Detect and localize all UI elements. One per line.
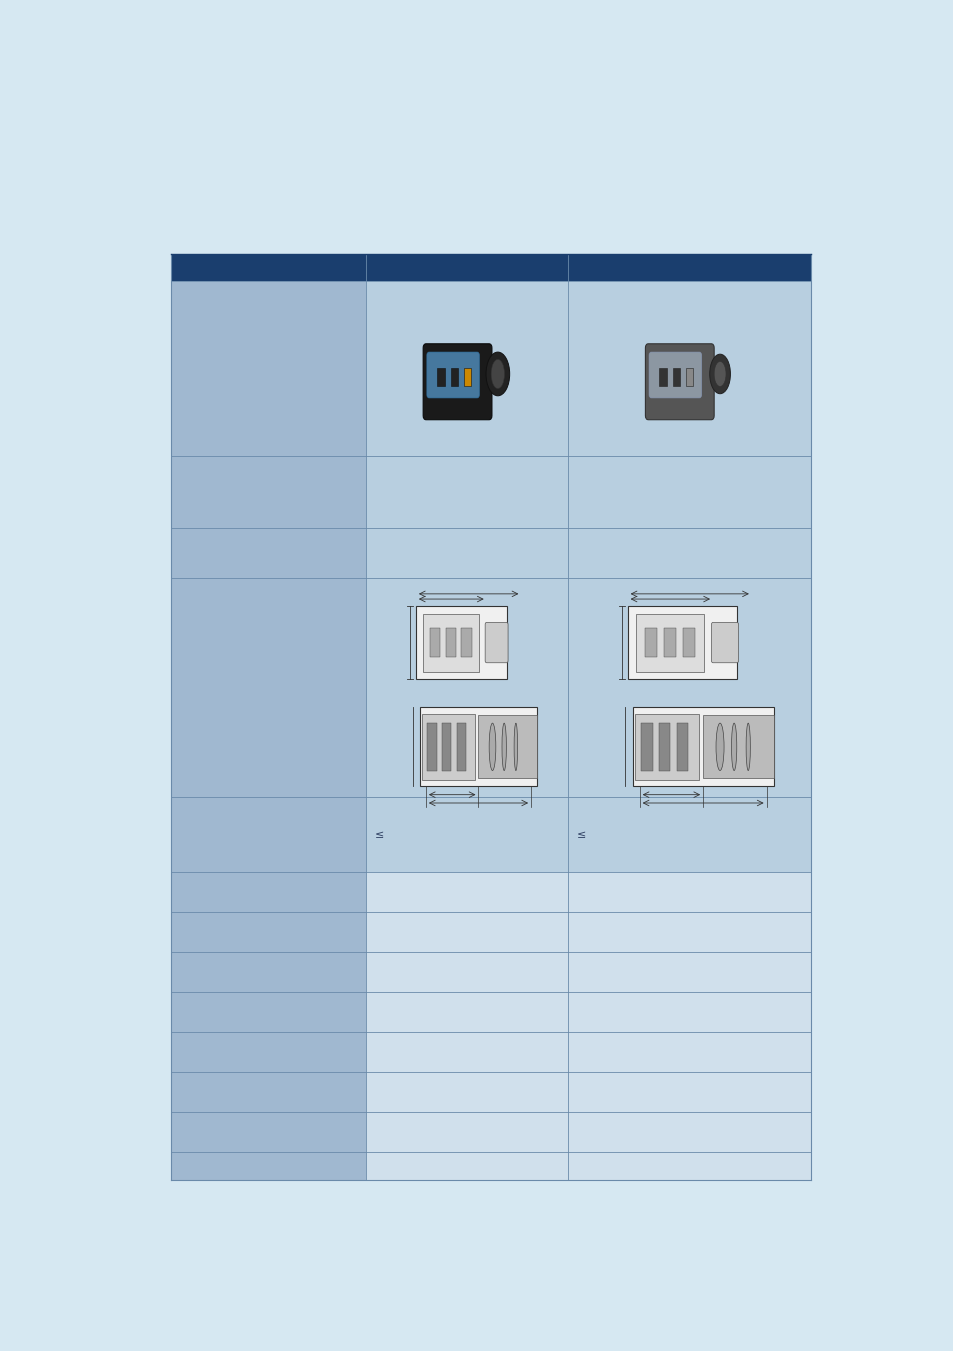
Bar <box>416 607 506 678</box>
Bar <box>366 281 567 457</box>
Bar <box>567 952 810 992</box>
Bar <box>567 1071 810 1112</box>
Ellipse shape <box>501 723 506 770</box>
Bar <box>441 723 451 770</box>
Ellipse shape <box>731 723 736 770</box>
Bar <box>366 457 567 528</box>
Bar <box>681 628 694 657</box>
FancyBboxPatch shape <box>423 343 492 420</box>
FancyBboxPatch shape <box>645 343 714 420</box>
Bar <box>366 952 567 992</box>
Bar <box>567 528 810 578</box>
Bar <box>366 992 567 1032</box>
Bar <box>640 723 652 770</box>
Ellipse shape <box>485 353 509 396</box>
Bar <box>463 367 471 386</box>
Bar <box>171 952 366 992</box>
Bar <box>171 873 366 912</box>
Ellipse shape <box>491 359 504 389</box>
Bar <box>567 457 810 528</box>
Bar <box>171 1112 366 1151</box>
Bar <box>478 715 537 778</box>
Bar <box>436 367 444 386</box>
Bar <box>659 367 666 386</box>
Bar <box>171 797 366 873</box>
Ellipse shape <box>709 354 730 393</box>
FancyBboxPatch shape <box>711 623 738 663</box>
Bar <box>567 1151 810 1179</box>
Bar <box>171 1151 366 1179</box>
FancyBboxPatch shape <box>648 353 700 399</box>
Text: ≤: ≤ <box>576 830 585 840</box>
Bar <box>171 1071 366 1112</box>
Bar <box>636 613 703 671</box>
Ellipse shape <box>714 362 725 386</box>
Bar <box>644 628 656 657</box>
Bar <box>567 281 810 457</box>
Bar <box>659 723 670 770</box>
Bar <box>366 912 567 952</box>
Bar <box>567 1112 810 1151</box>
Bar <box>171 254 810 281</box>
Bar <box>672 367 679 386</box>
Bar <box>171 578 366 797</box>
Bar <box>627 607 737 678</box>
Bar <box>567 578 810 797</box>
Bar <box>567 797 810 873</box>
Bar <box>171 281 366 457</box>
Bar <box>427 723 436 770</box>
Bar <box>366 1032 567 1071</box>
Bar <box>450 367 457 386</box>
Bar <box>423 613 478 671</box>
Bar <box>419 708 537 786</box>
FancyBboxPatch shape <box>485 623 508 663</box>
Bar <box>171 528 366 578</box>
Bar <box>567 1032 810 1071</box>
Bar <box>632 708 773 786</box>
Ellipse shape <box>514 723 517 770</box>
Bar <box>366 1071 567 1112</box>
Bar <box>685 367 693 386</box>
Bar <box>567 992 810 1032</box>
Bar <box>171 992 366 1032</box>
Bar <box>171 457 366 528</box>
Bar <box>422 713 475 780</box>
Bar <box>676 723 687 770</box>
Bar <box>663 628 675 657</box>
Bar <box>366 873 567 912</box>
Bar <box>171 912 366 952</box>
Bar <box>567 873 810 912</box>
Bar <box>366 1151 567 1179</box>
Bar <box>456 723 465 770</box>
Bar <box>366 1112 567 1151</box>
Bar <box>366 528 567 578</box>
Ellipse shape <box>716 723 723 770</box>
Bar <box>366 797 567 873</box>
FancyBboxPatch shape <box>426 353 478 399</box>
Bar <box>702 715 773 778</box>
Text: ≤: ≤ <box>375 830 384 840</box>
Ellipse shape <box>489 723 496 770</box>
Bar <box>171 1032 366 1071</box>
Bar <box>567 912 810 952</box>
Bar <box>461 628 471 657</box>
Ellipse shape <box>745 723 750 770</box>
Bar <box>445 628 456 657</box>
Bar <box>366 578 567 797</box>
Bar <box>635 713 699 780</box>
Bar <box>430 628 439 657</box>
